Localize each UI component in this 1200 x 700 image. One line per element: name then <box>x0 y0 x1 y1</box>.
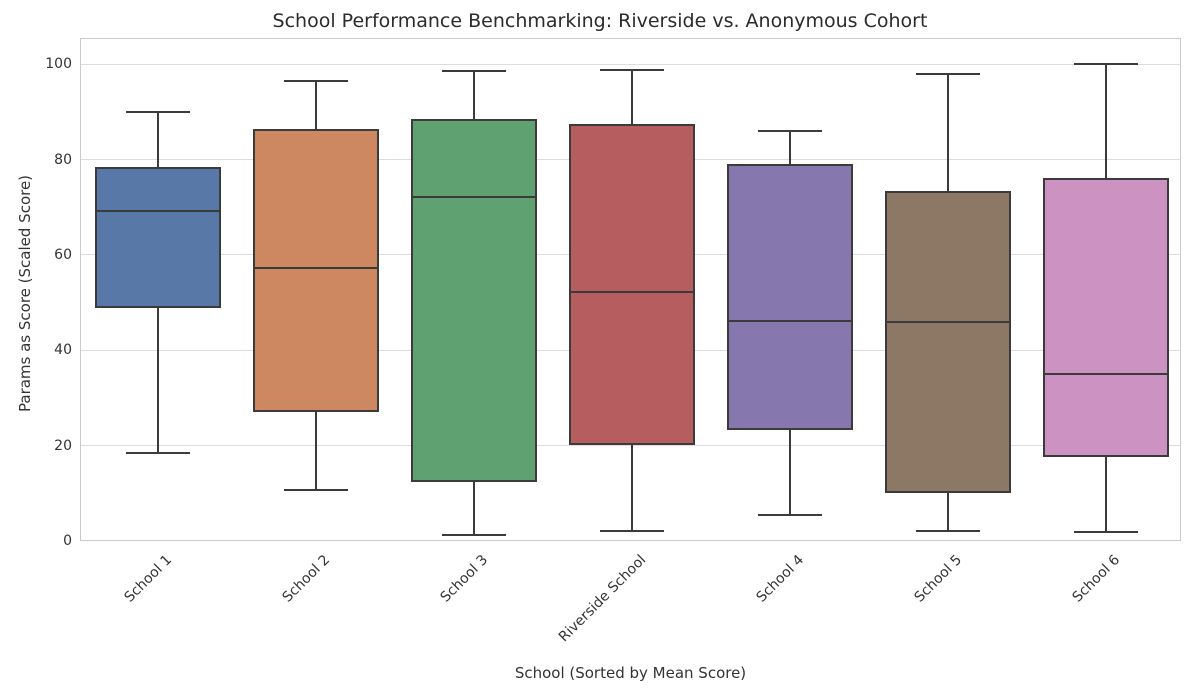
whisker-upper-line <box>157 112 159 167</box>
median-line <box>887 320 1009 323</box>
whisker-lower-cap <box>126 451 190 454</box>
whisker-lower-cap <box>916 529 980 532</box>
box-school-1 <box>95 166 221 309</box>
box-school-2 <box>253 129 379 412</box>
median-line <box>729 319 851 322</box>
whisker-lower-line <box>631 445 633 531</box>
whisker-lower-cap <box>758 514 822 517</box>
y-gridline <box>81 445 1180 447</box>
x-tick-label: School 5 <box>911 552 966 606</box>
whisker-lower-cap <box>284 488 348 491</box>
box-riverside-school <box>569 124 695 446</box>
x-tick-label: School 4 <box>753 552 808 606</box>
whisker-lower-cap <box>1074 531 1138 534</box>
chart-title: School Performance Benchmarking: Riversi… <box>272 10 928 32</box>
y-tick-label: 0 <box>63 533 72 549</box>
whisker-upper-cap <box>758 129 822 132</box>
box-school-6 <box>1043 177 1169 457</box>
whisker-lower-line <box>315 411 317 490</box>
median-line <box>413 195 535 198</box>
whisker-upper-cap <box>600 68 664 71</box>
y-tick-label: 20 <box>54 437 72 454</box>
whisker-upper-cap <box>1074 63 1138 66</box>
whisker-lower-line <box>789 429 791 516</box>
whisker-lower-line <box>947 493 949 531</box>
x-tick-label: School 3 <box>437 552 492 606</box>
median-line <box>1045 373 1167 376</box>
x-axis-label: School (Sorted by Mean Score) <box>514 664 747 682</box>
median-line <box>571 290 693 293</box>
whisker-upper-cap <box>284 79 348 82</box>
y-axis-label: Params as Score (Scaled Score) <box>16 174 34 412</box>
whisker-lower-line <box>157 308 159 453</box>
whisker-upper-cap <box>442 70 506 73</box>
whisker-upper-cap <box>916 73 980 76</box>
whisker-upper-cap <box>126 111 190 114</box>
y-tick-label: 100 <box>45 56 72 73</box>
whisker-lower-line <box>1105 456 1107 533</box>
box-school-3 <box>411 118 537 482</box>
whisker-upper-line <box>315 80 317 130</box>
y-tick-label: 40 <box>54 342 72 359</box>
x-tick-label: School 2 <box>279 552 334 606</box>
x-tick-label: Riverside School <box>556 552 650 646</box>
whisker-upper-line <box>1105 64 1107 178</box>
whisker-upper-line <box>473 71 475 119</box>
box-school-5 <box>885 190 1011 494</box>
x-tick-label: School 6 <box>1069 552 1124 606</box>
whisker-lower-cap <box>442 534 506 537</box>
box-school-4 <box>727 164 853 430</box>
whisker-upper-line <box>789 130 791 165</box>
y-tick-label: 60 <box>54 246 72 263</box>
y-tick-label: 80 <box>54 151 72 168</box>
whisker-lower-line <box>473 481 475 536</box>
y-gridline <box>81 63 1180 65</box>
median-line <box>97 210 219 213</box>
whisker-lower-cap <box>600 529 664 532</box>
x-tick-label: School 1 <box>121 552 176 606</box>
whisker-upper-line <box>631 69 633 125</box>
median-line <box>255 267 377 270</box>
whisker-upper-line <box>947 74 949 191</box>
